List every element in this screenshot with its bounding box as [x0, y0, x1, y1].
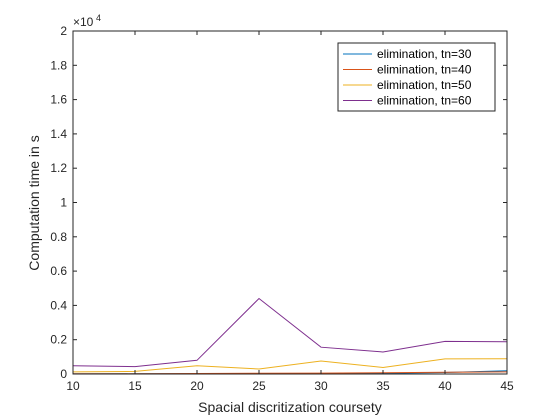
x-tick-label: 10 [66, 379, 80, 393]
y-tick-label: 1.2 [50, 161, 67, 175]
y-tick-label: 0.8 [50, 230, 67, 244]
x-tick-label: 15 [128, 379, 142, 393]
legend-entry-3: elimination, tn=50 [377, 78, 472, 92]
legend-entry-2: elimination, tn=40 [377, 63, 472, 77]
x-tick-label: 45 [500, 379, 514, 393]
y-tick-label: 1.8 [50, 58, 67, 72]
plot-area [72, 297, 508, 375]
series-line-3 [72, 358, 508, 373]
y-tick-label: 0.2 [50, 333, 67, 347]
axes [72, 30, 508, 375]
y-tick-label: 0.4 [50, 298, 67, 312]
x-tick-label: 35 [376, 379, 390, 393]
x-tick-label: 25 [252, 379, 266, 393]
y-exponent-base: ×10 [73, 15, 94, 29]
y-tick-label: 2 [60, 24, 67, 38]
y-tick-label: 0 [60, 367, 67, 381]
legend-entry-4: elimination, tn=60 [377, 94, 472, 108]
tick-labels: 10 15 20 25 30 35 40 45 0 0.2 0.4 0.6 0.8 1 1.2 1.4 1.6 1… [50, 24, 514, 393]
x-tick-label: 20 [190, 379, 204, 393]
y-tick-label: 1.6 [50, 93, 67, 107]
y-tick-label: 0.6 [50, 264, 67, 278]
x-axis-label: Spacial discritization coursety [198, 399, 382, 415]
series-line-4 [72, 297, 508, 368]
legend-entry-1: elimination, tn=30 [377, 47, 472, 61]
y-axis-label: Computation time in s [26, 135, 42, 270]
y-exponent-power: 4 [96, 13, 101, 23]
y-tick-label: 1 [60, 196, 67, 210]
x-tick-label: 30 [314, 379, 328, 393]
x-tick-label: 40 [438, 379, 452, 393]
y-tick-label: 1.4 [50, 127, 67, 141]
